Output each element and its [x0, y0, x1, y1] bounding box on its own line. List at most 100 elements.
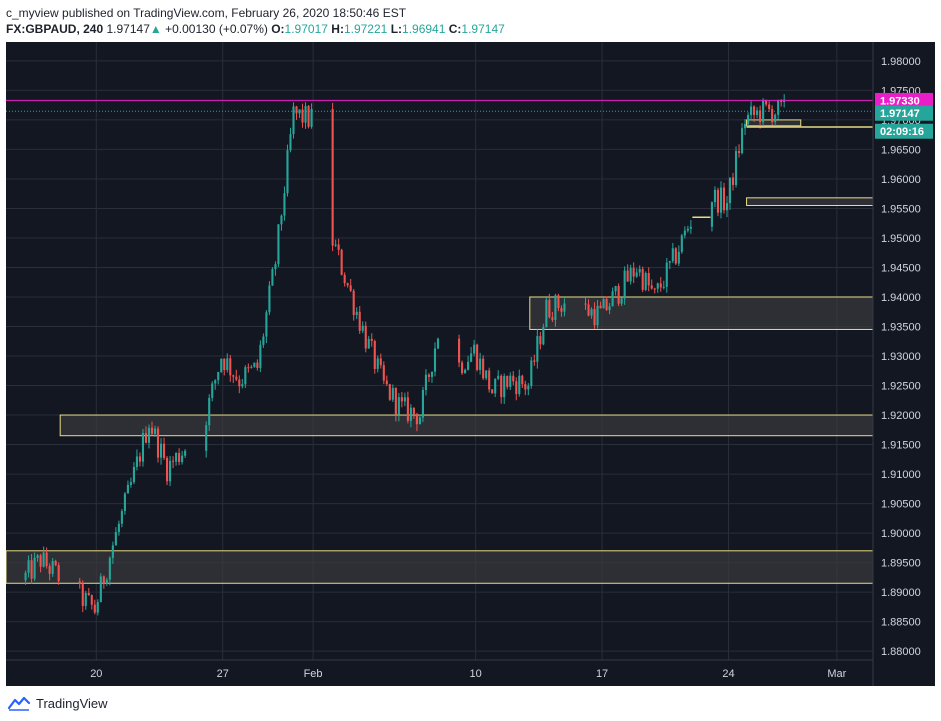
candle-body-up — [262, 336, 265, 345]
candle-body-up — [36, 555, 39, 558]
candle-body-up — [159, 443, 163, 458]
candle-body-down — [659, 283, 662, 288]
candle-body-up — [762, 99, 765, 123]
last-price: 1.97147 — [106, 22, 150, 36]
candle-body-up — [629, 267, 632, 282]
candle-body-up — [108, 557, 111, 580]
candle-body-down — [548, 299, 551, 318]
candle-body-up — [105, 579, 108, 584]
candle-body-down — [412, 407, 415, 415]
candle-body-down — [223, 358, 226, 370]
candle-body-up — [614, 285, 617, 292]
candle-body-up — [397, 397, 400, 415]
candle-body-down — [178, 452, 181, 463]
candle-body-down — [647, 273, 650, 286]
candle-body-up — [485, 370, 488, 379]
candle-body-up — [147, 427, 151, 443]
candle-body-down — [90, 595, 93, 605]
symbol-label[interactable]: FX:GBPAUD, 240 — [6, 22, 104, 36]
candle-body-up — [680, 235, 683, 252]
footer-branding: TradingView — [8, 692, 108, 714]
candle-body-down — [415, 414, 418, 425]
high-label: H: — [331, 22, 344, 36]
candle-body-up — [120, 511, 123, 524]
candle-body-down — [349, 285, 352, 291]
candle-body-down — [587, 304, 590, 316]
candle-body-down — [557, 295, 560, 309]
candle-body-up — [497, 375, 500, 379]
zone-rectangle — [746, 197, 874, 207]
candle-body-up — [644, 273, 647, 290]
candle-body-down — [93, 604, 96, 613]
candle-body-up — [268, 285, 271, 313]
candle-body-up — [271, 269, 274, 286]
candle-body-up — [590, 309, 593, 316]
candle-body-up — [777, 99, 780, 115]
candle-body-down — [337, 244, 340, 250]
candle-body-up — [744, 124, 747, 129]
candle-body-down — [364, 325, 367, 349]
candle-body-down — [45, 552, 48, 567]
candle-body-down — [737, 151, 741, 154]
candle-body-down — [235, 376, 238, 380]
close-label: C: — [448, 22, 462, 36]
candle-body-up — [334, 244, 337, 246]
candle-body-up — [27, 560, 30, 573]
candle-body-up — [527, 385, 530, 390]
candle-body-down — [626, 270, 629, 282]
price-tick-label: 1.94500 — [881, 262, 921, 274]
candle-body-up — [277, 224, 280, 265]
candle-body-up — [536, 336, 539, 362]
candle-body-down — [370, 338, 373, 341]
price-tick-label: 1.90500 — [881, 499, 921, 511]
tradingview-brand[interactable]: TradingView — [36, 695, 108, 711]
time-tick-label: Mar — [827, 668, 846, 680]
candle-body-up — [662, 286, 665, 288]
price-tick-label: 1.91500 — [881, 440, 921, 452]
candle-body-up — [253, 362, 256, 367]
price-tick-label: 1.91000 — [881, 469, 921, 481]
candlestick-series[interactable] — [24, 94, 786, 616]
horizontal-levels — [6, 99, 873, 219]
candle-body-up — [750, 106, 753, 116]
candle-body-down — [54, 560, 57, 566]
low-label: L: — [390, 22, 403, 36]
candle-body-down — [382, 365, 385, 381]
candle-body-down — [343, 274, 346, 284]
candle-body-down — [400, 397, 403, 402]
candle-body-up — [283, 193, 286, 216]
current-price-tag-background — [875, 105, 933, 121]
candle-body-up — [129, 482, 132, 485]
price-tick-label: 1.89000 — [881, 587, 921, 599]
candle-body-down — [144, 432, 148, 443]
candle-body-up — [175, 452, 178, 462]
candle-body-down — [584, 303, 587, 305]
candle-body-up — [304, 105, 307, 123]
candle-body-up — [117, 523, 120, 533]
support-resistance-zones — [6, 119, 874, 584]
candle-body-up — [686, 228, 689, 231]
candle-body-down — [247, 367, 250, 369]
candle-body-down — [307, 105, 310, 127]
candle-body-down — [385, 380, 388, 385]
zone-rectangle — [529, 296, 874, 330]
candle-body-up — [774, 114, 777, 123]
price-chart[interactable]: 1.980001.975001.970001.965001.960001.955… — [6, 42, 935, 686]
price-tick-label: 1.89500 — [881, 558, 921, 570]
publisher-name[interactable]: c_myview — [6, 6, 59, 20]
candle-body-up — [671, 248, 674, 262]
candle-body-up — [181, 455, 184, 463]
candle-body-down — [653, 288, 656, 290]
candle-body-down — [461, 362, 464, 374]
candle-body-down — [406, 397, 409, 421]
candle-body-up — [214, 380, 217, 384]
candle-body-up — [217, 371, 220, 381]
candle-body-up — [259, 344, 262, 368]
candle-body-up — [135, 456, 139, 467]
candle-body-up — [530, 360, 533, 386]
candle-body-up — [153, 428, 157, 434]
candle-body-down — [765, 99, 768, 105]
candle-body-down — [81, 583, 84, 606]
candle-body-down — [515, 381, 518, 395]
candle-body-down — [674, 248, 677, 264]
